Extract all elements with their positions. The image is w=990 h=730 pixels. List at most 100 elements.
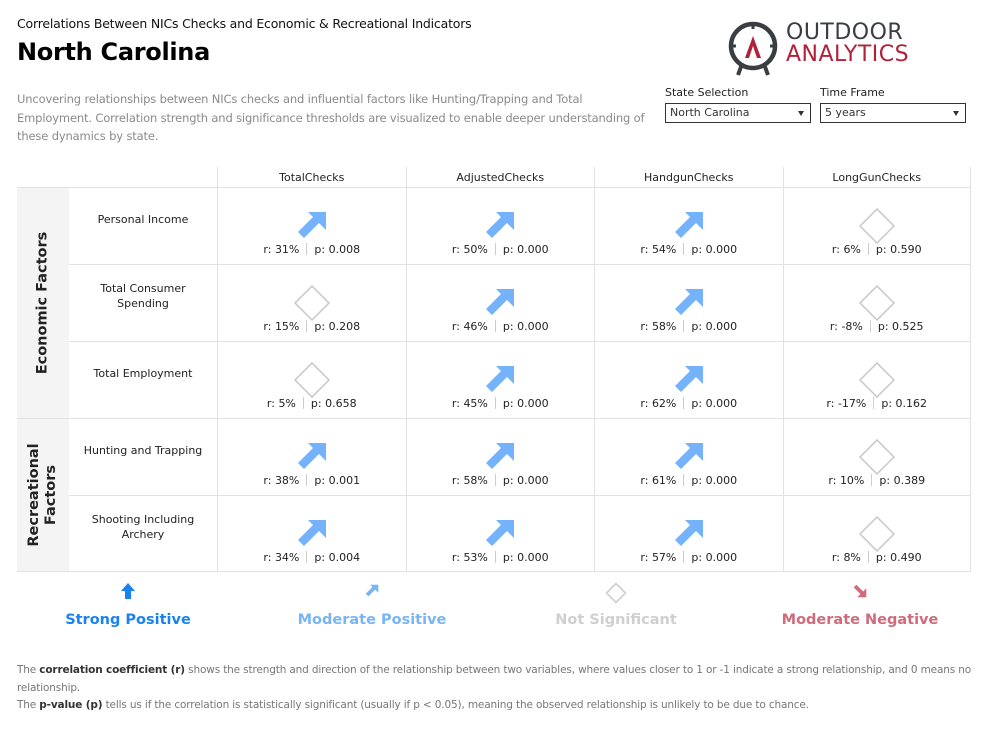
p-value: p: 0.000 [502, 320, 549, 333]
r-value: r: 54% [640, 243, 677, 256]
p-value: p: 0.000 [691, 243, 738, 256]
stat-divider [871, 474, 873, 486]
correlation-indicator [669, 206, 709, 246]
correlation-cell[interactable]: r: 46% p: 0.000 [405, 265, 595, 341]
correlation-cell[interactable]: r: -17% p: 0.162 [782, 342, 971, 418]
column-header: AdjustedChecks [405, 167, 595, 188]
correlation-cell[interactable]: r: 10% p: 0.389 [782, 419, 971, 495]
stat-divider [306, 551, 308, 563]
p-value: p: 0.490 [875, 551, 922, 564]
correlation-stats: r: 58% p: 0.000 [595, 320, 783, 333]
column-header: LongGunChecks [782, 167, 971, 188]
arrow-up-right-icon [365, 584, 379, 597]
group-label: Recreational Factors [26, 443, 59, 547]
correlation-indicator [480, 437, 520, 477]
dashboard-description: Uncovering relationships between NICs ch… [17, 92, 645, 143]
correlation-cell[interactable]: r: 58% p: 0.000 [405, 419, 595, 495]
correlation-cell[interactable]: r: 31% p: 0.008 [217, 188, 406, 264]
logo-text-outdoor: OUTDOOR [786, 20, 904, 45]
state-selection-value: North Carolina [670, 106, 750, 119]
stat-divider [306, 320, 308, 332]
column-headers: TotalChecks AdjustedChecks HandgunChecks… [217, 167, 971, 188]
correlation-cell[interactable]: r: 57% p: 0.000 [594, 496, 783, 571]
correlation-cell[interactable]: r: 50% p: 0.000 [405, 188, 595, 264]
correlation-indicator [669, 360, 709, 400]
state-selection-filter: State Selection North Carolina [665, 86, 811, 123]
correlation-cell[interactable]: r: 58% p: 0.000 [594, 265, 783, 341]
p-value: p: 0.590 [875, 243, 922, 256]
correlation-indicator [480, 206, 520, 246]
legend-moderate-negative: Moderate Negative [760, 582, 960, 628]
correlation-cell[interactable]: r: 5% p: 0.658 [217, 342, 406, 418]
time-frame-filter: Time Frame 5 years [820, 86, 966, 123]
legend-strong-positive: Strong Positive [28, 582, 228, 628]
legend: Strong Positive Moderate Positive Not Si… [0, 582, 990, 642]
correlation-cell[interactable]: r: 61% p: 0.000 [594, 419, 783, 495]
correlation-cell[interactable]: r: 62% p: 0.000 [594, 342, 783, 418]
time-frame-dropdown[interactable]: 5 years [820, 103, 966, 123]
p-value: p: 0.000 [691, 397, 738, 410]
page-title: North Carolina [17, 38, 210, 66]
r-value: r: 6% [831, 243, 861, 256]
r-value: r: 58% [451, 474, 488, 487]
r-value: r: 50% [451, 243, 488, 256]
table-row: Hunting and Trapping r: 38% p: 0.001 r: 58%… [69, 418, 971, 495]
table-row: Personal Income r: 31% p: 0.008 r: 50% p: 0.… [69, 187, 971, 264]
correlation-stats: r: 58% p: 0.000 [407, 474, 595, 487]
correlation-cell[interactable]: r: 8% p: 0.490 [782, 496, 971, 571]
stat-divider [494, 397, 496, 409]
table-row: Shooting Including Archery r: 34% p: 0.004… [69, 495, 971, 572]
correlation-stats: r: 15% p: 0.208 [218, 320, 406, 333]
correlation-cell[interactable]: r: 53% p: 0.000 [405, 496, 595, 571]
arrow-up-right-icon [674, 289, 703, 315]
correlation-stats: r: 5% p: 0.658 [218, 397, 406, 410]
correlation-cell[interactable]: r: 54% p: 0.000 [594, 188, 783, 264]
correlation-cell[interactable]: r: 45% p: 0.000 [405, 342, 595, 418]
diamond-icon [858, 438, 895, 476]
footnotes: The correlation coefficient (r) shows th… [17, 662, 977, 715]
arrow-up-right-icon [486, 443, 515, 469]
p-value: p: 0.000 [502, 551, 549, 564]
r-value: r: 38% [263, 474, 300, 487]
diamond-icon [293, 361, 330, 399]
p-value: p: 0.000 [502, 474, 549, 487]
correlation-indicator [857, 437, 897, 477]
column-header: HandgunChecks [594, 167, 783, 188]
r-value: r: 46% [451, 320, 488, 333]
r-value: r: 61% [640, 474, 677, 487]
state-selection-dropdown[interactable]: North Carolina [665, 103, 811, 123]
stat-divider [869, 320, 871, 332]
p-value: p: 0.162 [881, 397, 928, 410]
correlation-cell[interactable]: r: 6% p: 0.590 [782, 188, 971, 264]
arrow-up-right-icon [674, 520, 703, 546]
stat-divider [494, 243, 496, 255]
stat-divider [683, 397, 685, 409]
correlation-stats: r: 57% p: 0.000 [595, 551, 783, 564]
diamond-icon [605, 582, 627, 604]
legend-label: Moderate Positive [297, 612, 447, 628]
arrow-up-icon [121, 583, 135, 599]
stat-divider [867, 243, 869, 255]
stat-divider [873, 397, 875, 409]
correlation-cell[interactable]: r: 38% p: 0.001 [217, 419, 406, 495]
p-value: p: 0.000 [691, 551, 738, 564]
correlation-indicator [669, 514, 709, 554]
correlation-stats: r: 61% p: 0.000 [595, 474, 783, 487]
correlation-cell[interactable]: r: 15% p: 0.208 [217, 265, 406, 341]
table-row: Total Consumer Spending r: 15% p: 0.208 r: … [69, 264, 971, 341]
correlation-cell[interactable]: r: 34% p: 0.004 [217, 496, 406, 571]
arrow-up-right-icon [297, 212, 326, 238]
correlation-indicator [292, 360, 332, 400]
arrow-up-right-icon [674, 366, 703, 392]
group-label: Economic Factors [34, 231, 51, 375]
arrow-up-right-icon [486, 212, 515, 238]
stat-divider [683, 243, 685, 255]
time-frame-value: 5 years [825, 106, 866, 119]
row-label: Personal Income [97, 212, 189, 226]
r-value: r: 10% [828, 474, 865, 487]
correlation-stats: r: 34% p: 0.004 [218, 551, 406, 564]
correlation-cell[interactable]: r: -8% p: 0.525 [782, 265, 971, 341]
correlation-stats: r: -17% p: 0.162 [784, 397, 971, 410]
p-value: p: 0.004 [314, 551, 361, 564]
r-value: r: 8% [831, 551, 861, 564]
